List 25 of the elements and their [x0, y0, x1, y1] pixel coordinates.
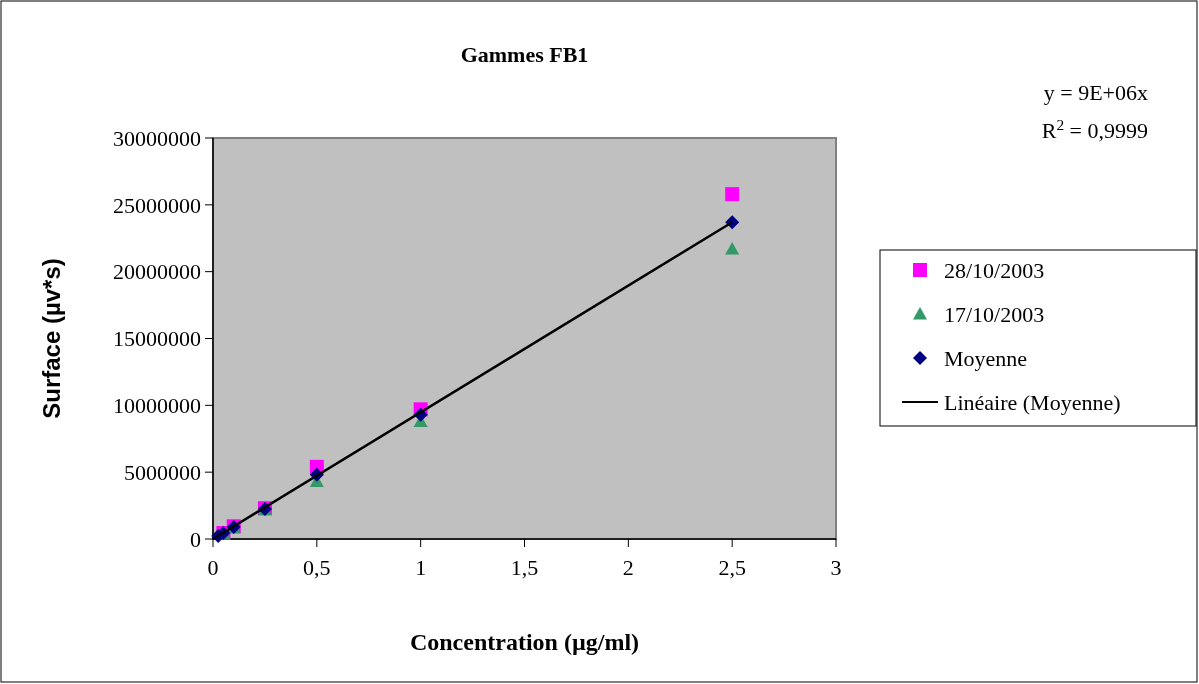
y-tick-label: 20000000 — [113, 259, 201, 285]
x-tick-label: 0 — [207, 555, 219, 580]
x-tick-label: 0,5 — [303, 555, 331, 580]
y-axis-title: Surface (µv*s) — [38, 258, 65, 419]
text: R$^{2}$ = 0,9999 — [1041, 115, 1148, 143]
legend-label: Linéaire (Moyenne) — [944, 389, 1121, 415]
y-tick-label: 0 — [190, 526, 201, 552]
y-tick-label: 5000000 — [124, 459, 201, 485]
x-tick-label: 2,5 — [718, 555, 746, 580]
x-tick-label: 1 — [415, 555, 427, 580]
y-tick-label: 15000000 — [113, 326, 201, 352]
legend-label: Moyenne — [944, 345, 1028, 371]
legend-label: 28/10/2003 — [944, 257, 1045, 283]
point — [725, 187, 740, 202]
y-tick-label: 10000000 — [113, 393, 201, 419]
point — [725, 241, 740, 255]
x-tick-label: 1,5 — [510, 555, 539, 580]
text: y = 9E+06x — [1043, 80, 1148, 105]
y-tick-label: 25000000 — [113, 192, 201, 218]
x-axis-title: Concentration (µg/ml) — [409, 629, 640, 655]
legend-label: 17/10/2003 — [944, 301, 1045, 327]
x-tick-label: 2 — [622, 555, 634, 580]
y-tick-label: 30000000 — [113, 125, 201, 151]
x-tick-label: 3 — [830, 555, 842, 580]
chart-title: Gammes FB1 — [460, 42, 589, 67]
